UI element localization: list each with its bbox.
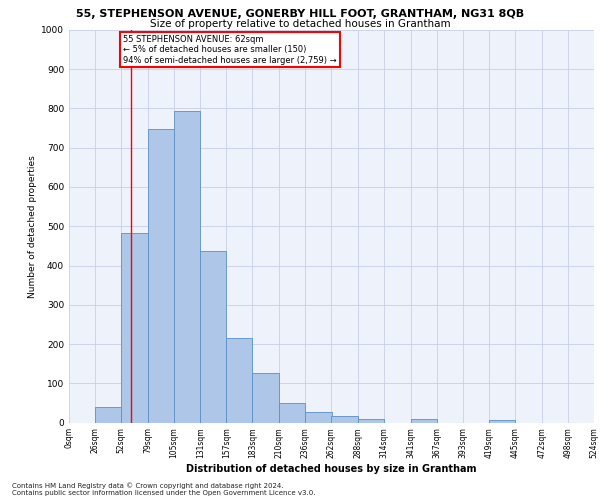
Bar <box>331 416 358 422</box>
Text: Contains public sector information licensed under the Open Government Licence v3: Contains public sector information licen… <box>12 490 316 496</box>
Bar <box>305 412 331 422</box>
Bar <box>410 420 437 422</box>
Bar <box>226 338 253 422</box>
Text: Contains HM Land Registry data © Crown copyright and database right 2024.: Contains HM Land Registry data © Crown c… <box>12 482 284 489</box>
Bar <box>358 418 383 422</box>
Bar <box>280 403 305 422</box>
Bar <box>489 420 515 422</box>
X-axis label: Distribution of detached houses by size in Grantham: Distribution of detached houses by size … <box>186 464 477 474</box>
Text: Size of property relative to detached houses in Grantham: Size of property relative to detached ho… <box>149 19 451 29</box>
Bar <box>200 252 226 422</box>
Bar <box>121 234 148 422</box>
Bar <box>95 407 121 422</box>
Y-axis label: Number of detached properties: Number of detached properties <box>28 155 37 298</box>
Text: 55 STEPHENSON AVENUE: 62sqm
← 5% of detached houses are smaller (150)
94% of sem: 55 STEPHENSON AVENUE: 62sqm ← 5% of deta… <box>123 34 337 64</box>
Bar <box>253 372 280 422</box>
Bar <box>148 129 174 422</box>
Text: 55, STEPHENSON AVENUE, GONERBY HILL FOOT, GRANTHAM, NG31 8QB: 55, STEPHENSON AVENUE, GONERBY HILL FOOT… <box>76 9 524 19</box>
Bar <box>174 111 200 422</box>
